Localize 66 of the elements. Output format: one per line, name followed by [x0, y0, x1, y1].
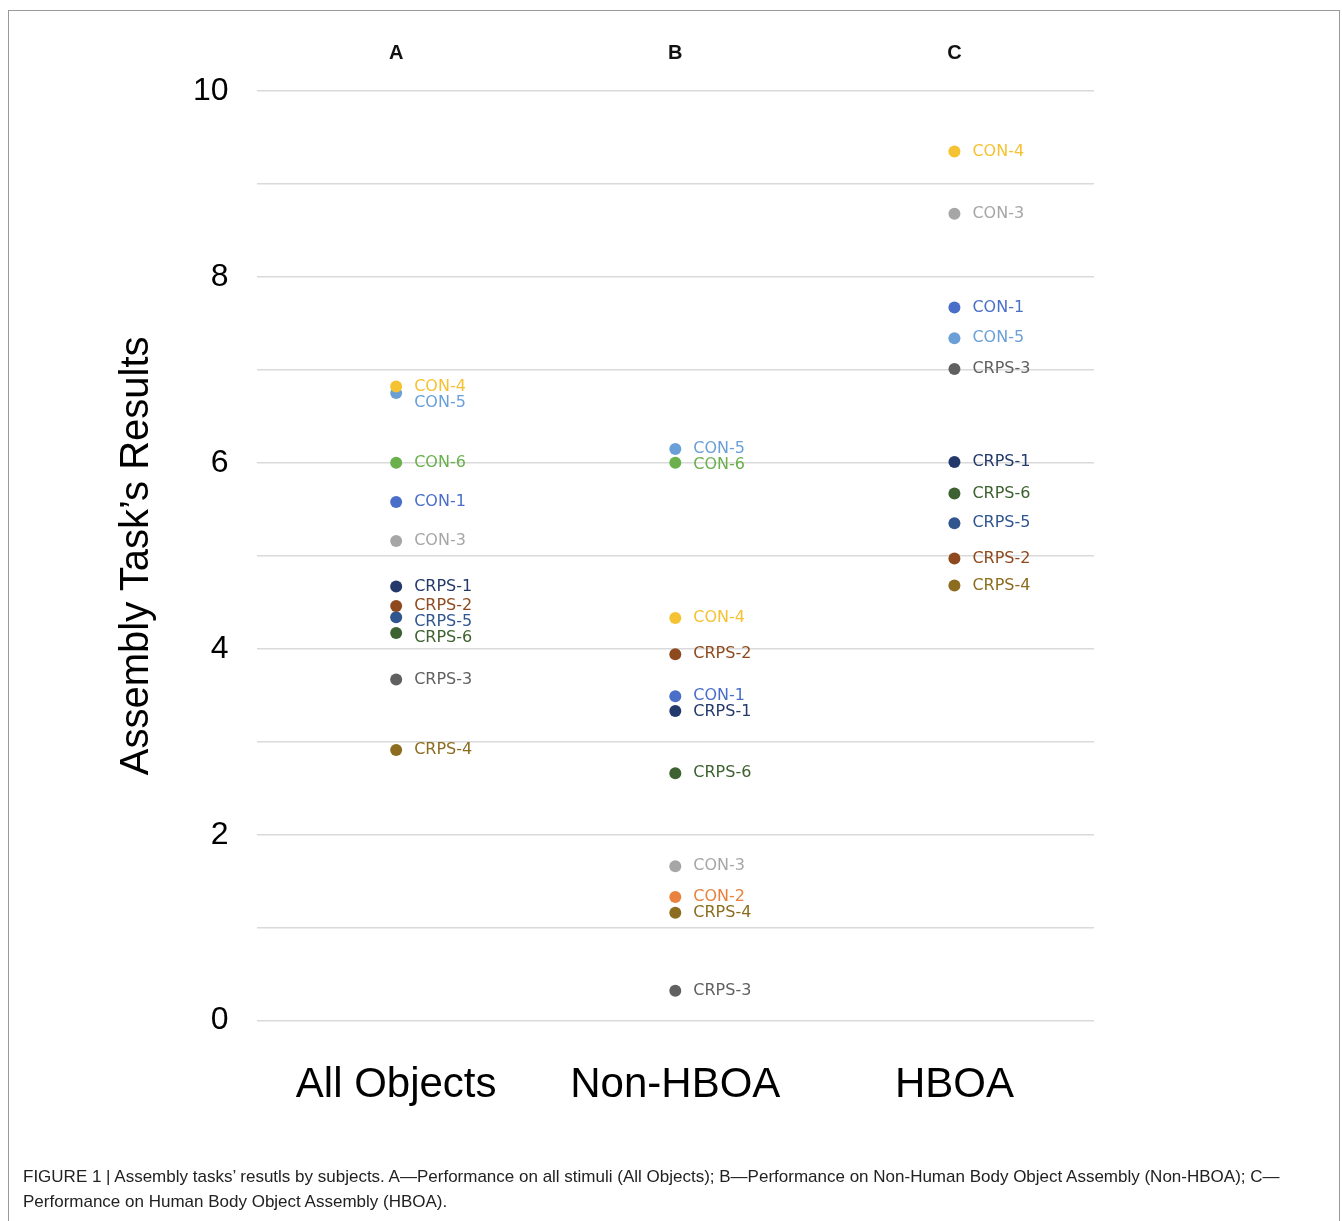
point — [390, 611, 403, 624]
point — [948, 145, 961, 158]
series-label: CRPS-2 — [972, 547, 1031, 567]
point — [948, 455, 961, 468]
point — [669, 705, 682, 718]
text: CRPS-4 — [972, 574, 1031, 594]
point — [669, 767, 682, 780]
point — [390, 456, 403, 469]
series-label: CON-5 — [972, 327, 1025, 347]
point — [669, 890, 682, 903]
x-tick-label: Non-HBOA — [570, 1059, 781, 1107]
series-label: CON-4 — [972, 140, 1025, 160]
text: CRPS-4 — [414, 739, 473, 759]
point — [948, 301, 961, 314]
point — [390, 380, 403, 393]
text: CRPS-3 — [693, 980, 752, 1000]
text: A — [388, 40, 404, 63]
point — [390, 580, 403, 593]
point — [390, 626, 403, 639]
series-label: CRPS-5 — [972, 512, 1031, 532]
point — [948, 487, 961, 500]
series-label: CRPS-3 — [972, 358, 1031, 378]
point — [669, 690, 682, 703]
point — [390, 673, 403, 686]
point — [669, 612, 682, 625]
point — [669, 906, 682, 919]
point — [948, 207, 961, 220]
text: CON-4 — [693, 607, 745, 627]
text: CRPS-6 — [693, 762, 752, 782]
y-tick-label: 10 — [193, 70, 229, 107]
text: CRPS-1 — [414, 575, 473, 595]
text: CRPS-2 — [693, 643, 752, 663]
point — [948, 362, 961, 375]
text: B — [668, 40, 683, 63]
point — [669, 984, 682, 997]
point — [390, 495, 403, 508]
text: CON-3 — [972, 202, 1025, 222]
text: CON-1 — [972, 296, 1025, 316]
y-tick-label: 2 — [210, 814, 229, 851]
text: CON-6 — [414, 452, 466, 471]
y-axis-title: Assembly Task’s Results — [112, 336, 157, 776]
point — [948, 552, 961, 565]
point — [669, 860, 682, 873]
x-tick-label: All Objects — [295, 1059, 497, 1107]
text: CRPS-1 — [972, 451, 1031, 471]
text: CRPS-3 — [414, 668, 473, 688]
y-tick-label: 4 — [210, 628, 229, 665]
text: CON-3 — [693, 855, 745, 875]
text: C — [947, 40, 962, 63]
text: CON-1 — [414, 491, 466, 511]
point — [390, 744, 403, 757]
series-label: CON-3 — [414, 530, 466, 550]
point — [669, 648, 682, 661]
point — [390, 534, 403, 547]
point — [390, 600, 403, 612]
series-label: CRPS-6 — [972, 482, 1031, 502]
point — [948, 579, 961, 592]
caption: FIGURE 1 | Assembly tasks’ resutls by subjects. A—Performance on all stimuli (All Objects); B—Performance on Non-Human Body Object Assembly (Non-HBOA); C—Performance on Human Body Object Assembly (HBOA). — [23, 1166, 1281, 1213]
point — [948, 517, 961, 530]
x-tick-label: HBOA — [894, 1059, 1014, 1107]
point — [669, 442, 682, 455]
y-tick-label: 6 — [210, 442, 229, 479]
point — [669, 456, 682, 469]
point — [948, 332, 961, 345]
y-tick-label: 8 — [210, 256, 229, 293]
y-tick-label: 0 — [210, 1000, 229, 1037]
